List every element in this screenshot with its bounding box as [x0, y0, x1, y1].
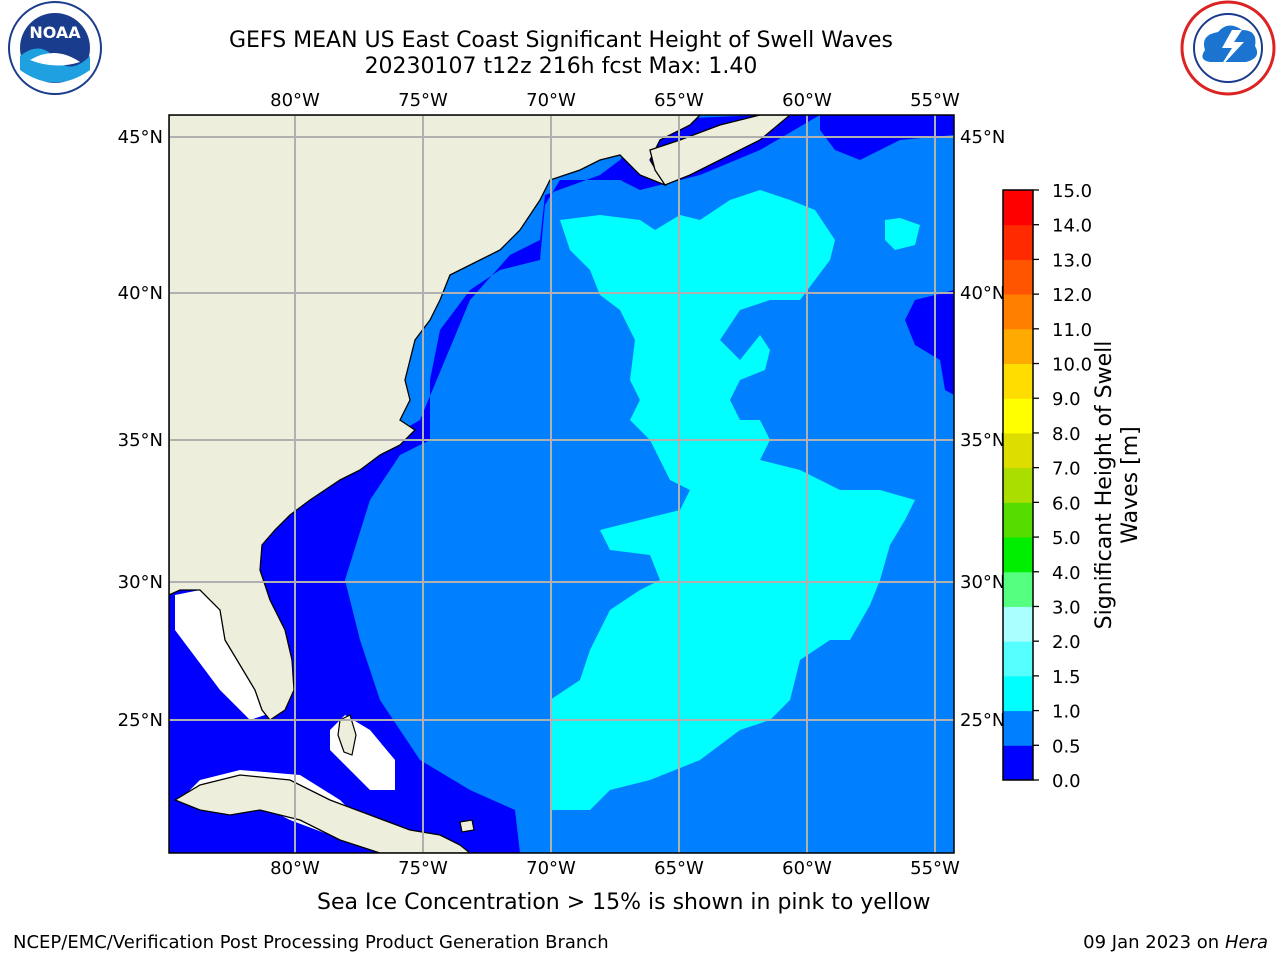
colorbar-swatch [1003, 259, 1033, 295]
colorbar-tick-labels: 0.0 0.5 1.0 1.5 2.0 3.0 4.0 5.0 6.0 7.0 8.0 9.0 10.0… [1033, 181, 1092, 792]
colorbar-swatch [1003, 224, 1033, 260]
lon-label-bottom: 55°W [910, 858, 960, 879]
colorbar-tick-label: 1.5 [1052, 667, 1081, 688]
land-andros [337, 714, 357, 756]
colorbar-tick-label: 1.0 [1052, 702, 1081, 723]
colorbar-tick-label: 0.0 [1052, 771, 1081, 792]
latitude-labels-left: 45°N 40°N 35°N 30°N 25°N [118, 127, 163, 731]
colorbar-swatch [1003, 606, 1033, 642]
noaa-logo: NOAA [8, 1, 102, 95]
colorbar-swatch [1003, 328, 1033, 365]
lon-label-top: 75°W [398, 90, 448, 111]
colorbar-tick-label: 6.0 [1052, 493, 1081, 514]
lon-label-bottom: 60°W [782, 858, 832, 879]
lat-label-left: 25°N [118, 710, 163, 731]
lon-label-bottom: 75°W [398, 858, 448, 879]
colorbar-swatch [1003, 641, 1033, 677]
colorbar-tick-label: 12.0 [1052, 285, 1092, 306]
colorbar-tick-label: 5.0 [1052, 528, 1081, 549]
colorbar-label-line2: Waves [m] [1118, 426, 1143, 543]
lat-label-right: 30°N [960, 572, 1005, 593]
colorbar-tick-label: 0.5 [1052, 736, 1081, 757]
land-maritimes [649, 115, 792, 186]
swell-1.0-1.5-region-main [550, 190, 915, 810]
footer-credit: NCEP/EMC/Verification Post Processing Pr… [13, 932, 609, 953]
colorbar-tick-label: 7.0 [1052, 459, 1081, 480]
colorbar-swatch [1003, 537, 1033, 573]
lat-label-left: 35°N [118, 430, 163, 451]
footer-date: 09 Jan 2023 on Hera [1083, 932, 1268, 953]
swell-1.0-1.5-region-ne-patch [885, 218, 920, 250]
map-frame [168, 114, 955, 854]
lat-label-right: 25°N [960, 710, 1005, 731]
colorbar-tick-label: 14.0 [1052, 216, 1092, 237]
longitude-labels-bottom: 80°W 75°W 70°W 65°W 60°W 55°W [270, 858, 960, 879]
lon-label-top: 70°W [526, 90, 576, 111]
no-data-region-gulf [175, 590, 265, 720]
colorbar-swatch [1003, 363, 1033, 399]
colorbar-tick-label: 13.0 [1052, 250, 1092, 271]
colorbar-tick-label: 2.0 [1052, 632, 1081, 653]
chart-title-line2: 20230107 t12z 216h fcst Max: 1.40 [364, 54, 758, 79]
colorbar-swatch [1003, 432, 1033, 469]
lon-label-top: 65°W [654, 90, 704, 111]
colorbar-swatch [1003, 571, 1033, 607]
lat-label-left: 30°N [118, 572, 163, 593]
colorbar-tick-label: 11.0 [1052, 320, 1092, 341]
map-gridlines [169, 115, 954, 853]
colorbar [1002, 189, 1034, 781]
colorbar-swatch [1003, 190, 1033, 226]
colorbar-tick-label: 9.0 [1052, 389, 1081, 410]
colorbar-swatch [1003, 398, 1033, 434]
colorbar-swatch [1003, 467, 1033, 503]
colorbar-swatch [1003, 294, 1033, 330]
colorbar-swatch [1003, 710, 1033, 746]
lat-label-right: 45°N [960, 127, 1005, 148]
map-area [169, 115, 954, 853]
colorbar-tick-label: 3.0 [1052, 597, 1081, 618]
colorbar-tick-label: 8.0 [1052, 424, 1081, 445]
colorbar-frame [1002, 189, 1034, 781]
lat-label-left: 40°N [118, 283, 163, 304]
lon-label-top: 80°W [270, 90, 320, 111]
footer-host: Hera [1224, 932, 1268, 953]
land-us-east-coast [169, 115, 701, 721]
chart-title-line1: GEFS MEAN US East Coast Significant Heig… [228, 28, 894, 53]
colorbar-tick-label: 10.0 [1052, 355, 1092, 376]
land-hispaniola [459, 819, 475, 833]
lon-label-top: 55°W [910, 90, 960, 111]
colorbar-tick-label: 4.0 [1052, 563, 1081, 584]
lon-label-bottom: 65°W [654, 858, 704, 879]
swell-0-0.5-region-east [905, 290, 954, 395]
colorbar-label-line1: Significant Height of Swell [1092, 341, 1117, 630]
footer-date-text: 09 Jan 2023 on [1083, 932, 1225, 953]
lon-label-bottom: 80°W [270, 858, 320, 879]
lon-label-bottom: 70°W [526, 858, 576, 879]
noaa-logo-text: NOAA [29, 23, 81, 42]
land-cuba [173, 774, 472, 853]
colorbar-swatch [1003, 675, 1033, 712]
nws-logo [1180, 0, 1276, 96]
lat-label-left: 45°N [118, 127, 163, 148]
colorbar-swatch [1003, 745, 1033, 781]
longitude-labels-top: 80°W 75°W 70°W 65°W 60°W 55°W [270, 90, 960, 111]
lon-label-top: 60°W [782, 90, 832, 111]
latitude-labels-right: 45°N 40°N 35°N 30°N 25°N [960, 127, 1005, 731]
colorbar-swatch [1003, 502, 1033, 538]
colorbar-tick-label: 15.0 [1052, 181, 1092, 202]
sea-ice-caption: Sea Ice Concentration > 15% is shown in … [317, 890, 931, 915]
swell-0-0.5-region-coastal [169, 115, 820, 853]
lat-label-right: 40°N [960, 283, 1005, 304]
lat-label-right: 35°N [960, 430, 1005, 451]
colorbar-label: Significant Height of SwellWaves [m] [1092, 341, 1143, 630]
